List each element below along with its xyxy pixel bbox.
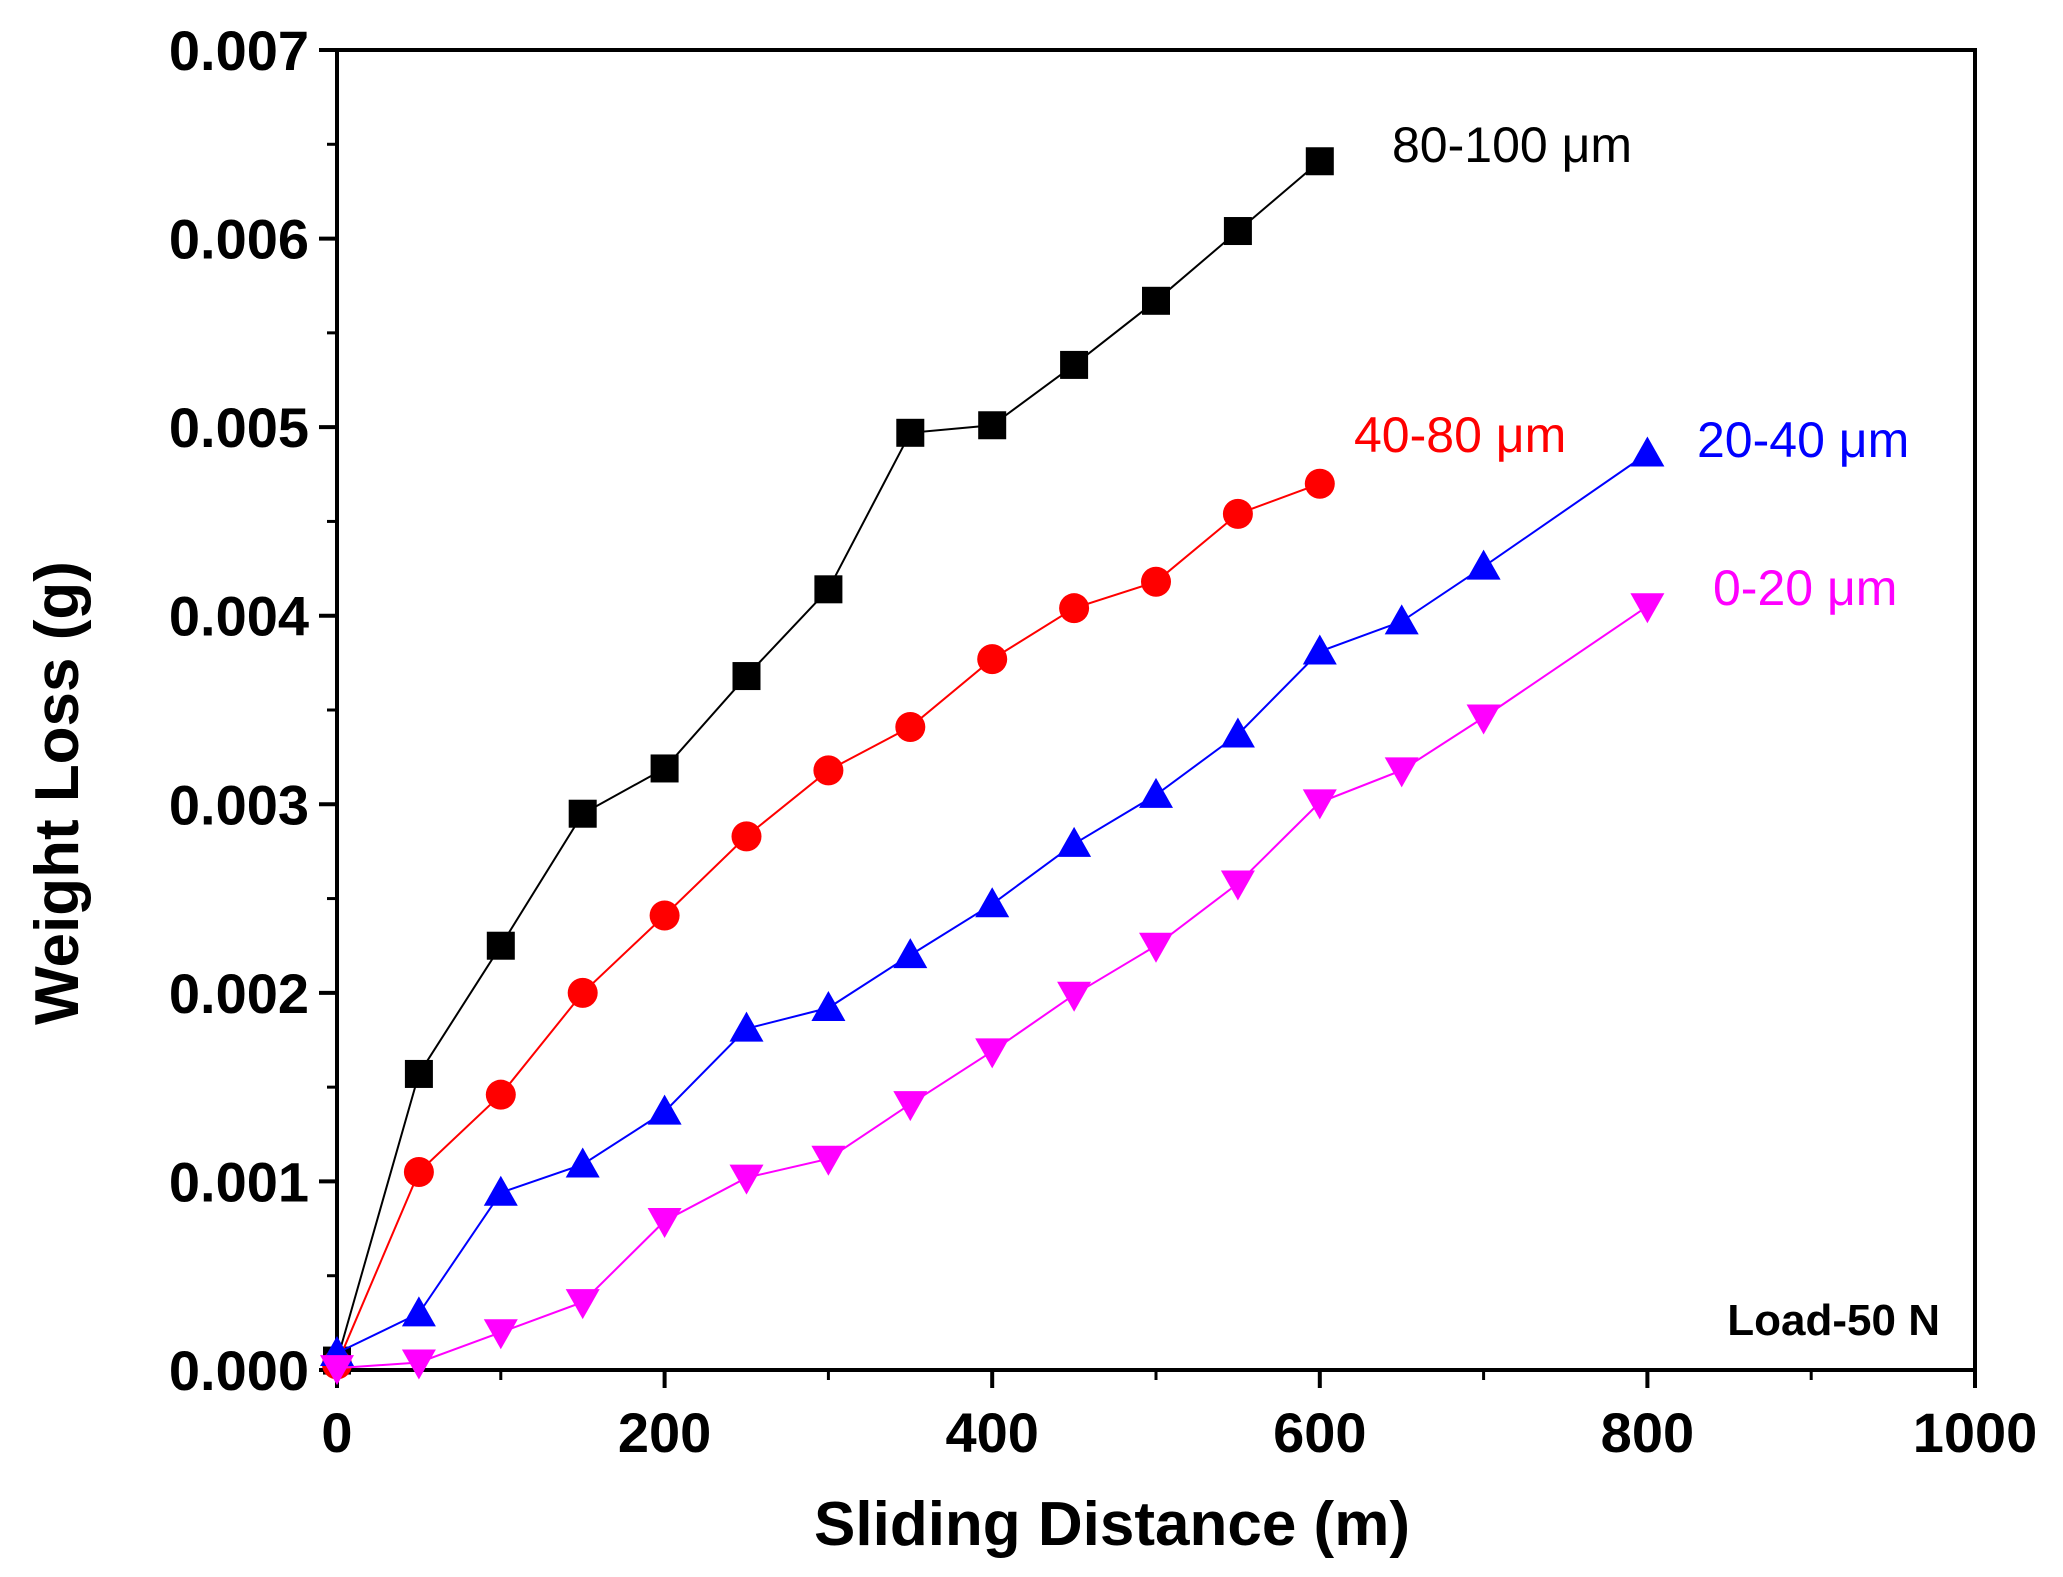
data-point xyxy=(1630,593,1665,624)
data-point xyxy=(1220,870,1255,901)
data-point xyxy=(1142,286,1170,315)
y-tick-label: 0.000 xyxy=(169,1339,309,1402)
y-tick-label: 0.004 xyxy=(169,585,309,648)
x-tick-label: 800 xyxy=(1601,1401,1694,1464)
data-point xyxy=(975,887,1010,918)
data-point xyxy=(729,1164,764,1195)
data-point xyxy=(1466,549,1501,580)
data-point xyxy=(1141,566,1171,597)
data-point xyxy=(647,1208,682,1239)
data-point xyxy=(1057,981,1092,1012)
data-point xyxy=(1139,932,1173,963)
series-label-40-80: 40-80 μm xyxy=(1354,407,1566,463)
x-axis-title: Sliding Distance (m) xyxy=(814,1490,1410,1559)
data-point xyxy=(403,1157,434,1187)
data-point xyxy=(1057,826,1092,857)
y-tick-label: 0.007 xyxy=(169,19,309,82)
data-point xyxy=(1059,593,1090,624)
data-point xyxy=(732,662,761,691)
data-point xyxy=(401,1349,436,1380)
series-label-0-20: 0-20 μm xyxy=(1713,560,1897,616)
data-point xyxy=(650,754,679,783)
y-tick-label: 0.002 xyxy=(169,962,309,1025)
data-point xyxy=(565,1147,600,1178)
data-point xyxy=(1384,604,1419,635)
series-label-20-40: 20-40 μm xyxy=(1697,412,1909,468)
x-tick-label: 1000 xyxy=(1913,1401,2038,1464)
data-point xyxy=(1139,777,1173,808)
data-point xyxy=(1222,498,1253,529)
x-tick-label: 400 xyxy=(945,1401,1038,1464)
data-point xyxy=(811,1145,846,1176)
data-point xyxy=(1466,704,1501,735)
data-point xyxy=(483,1319,518,1350)
y-tick-label: 0.001 xyxy=(169,1150,309,1213)
y-tick-label: 0.006 xyxy=(169,208,309,271)
y-tick-label: 0.003 xyxy=(169,773,309,836)
series-3 xyxy=(320,593,1665,1386)
data-point xyxy=(814,575,843,604)
series-layer xyxy=(320,147,1665,1386)
data-point xyxy=(486,931,515,960)
series-1 xyxy=(322,468,1335,1380)
x-tick-label: 0 xyxy=(321,1401,352,1464)
data-point xyxy=(485,1079,516,1110)
data-point xyxy=(401,1296,436,1327)
data-point xyxy=(893,1091,928,1122)
data-point xyxy=(1304,468,1335,499)
data-point xyxy=(320,1355,354,1386)
data-point xyxy=(893,938,928,969)
data-point xyxy=(731,821,762,852)
data-point xyxy=(1305,147,1334,176)
data-point xyxy=(1223,217,1252,246)
data-point xyxy=(404,1059,433,1088)
data-point xyxy=(813,755,844,786)
series-line xyxy=(336,605,1648,1370)
x-tick-label: 200 xyxy=(618,1401,711,1464)
series-label-80-100: 80-100 μm xyxy=(1392,117,1632,173)
data-point xyxy=(1302,789,1337,820)
data-point xyxy=(568,799,597,828)
data-point xyxy=(483,1175,518,1206)
y-axis-title: Weight Loss (g) xyxy=(23,561,92,1025)
data-point xyxy=(647,1094,682,1125)
data-point xyxy=(1630,436,1665,467)
data-point xyxy=(977,644,1008,675)
data-point xyxy=(1220,717,1255,748)
x-tick-label: 600 xyxy=(1273,1401,1366,1464)
series-line xyxy=(336,482,1321,1365)
data-point xyxy=(649,900,680,931)
data-point xyxy=(896,418,925,447)
data-point xyxy=(811,990,846,1021)
data-point xyxy=(895,711,926,742)
data-point xyxy=(1060,350,1089,379)
data-point xyxy=(1302,634,1337,665)
y-tick-label: 0.005 xyxy=(169,396,309,459)
load-annotation: Load-50 N xyxy=(1727,1296,1940,1345)
axes: 0 200 400 600 800 1000 0.000 0.001 0.002 0.003 0.0… xyxy=(169,19,2037,1464)
data-point xyxy=(729,1011,764,1042)
data-point xyxy=(565,1289,600,1320)
data-point xyxy=(1384,757,1419,788)
data-point xyxy=(975,1038,1010,1069)
data-point xyxy=(978,411,1007,440)
series-2 xyxy=(320,436,1665,1367)
series-line xyxy=(336,452,1648,1354)
data-point xyxy=(567,977,598,1008)
